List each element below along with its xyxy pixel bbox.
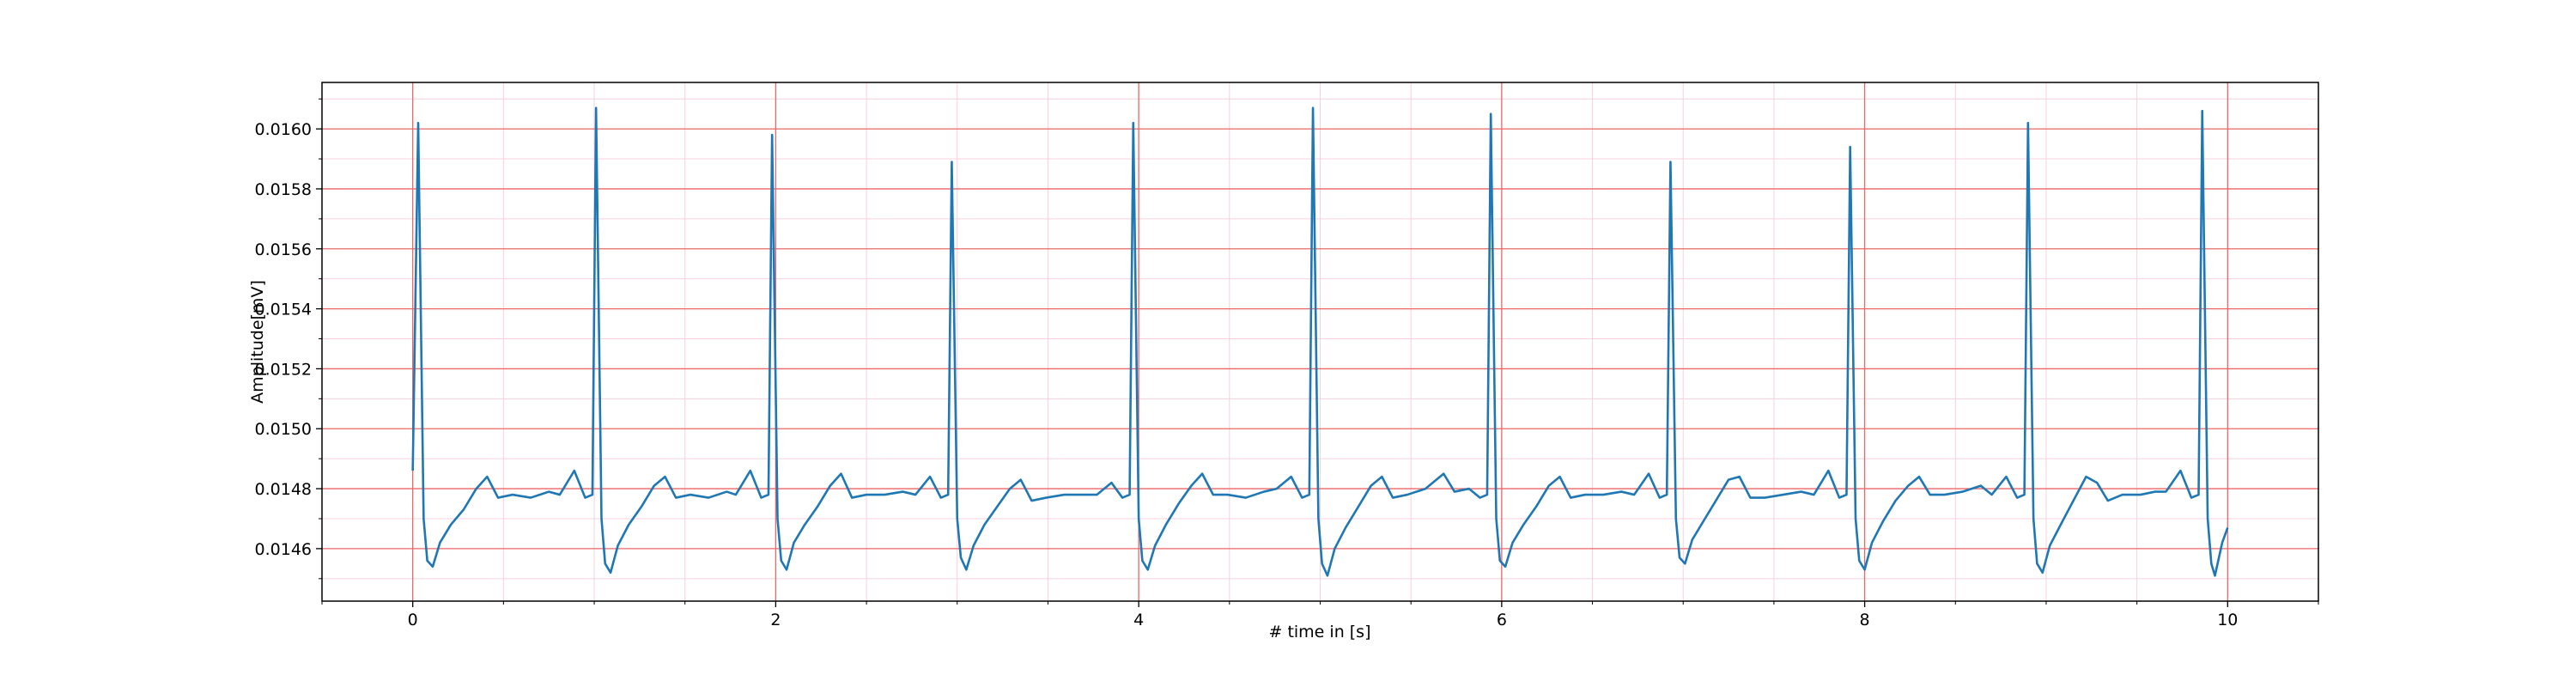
x-tick-label: 8 (1860, 611, 1870, 629)
x-tick-label: 6 (1497, 611, 1507, 629)
y-tick-label: 0.0158 (255, 180, 312, 199)
y-tick-label: 0.0160 (255, 120, 312, 139)
ecg-line (411, 106, 2229, 577)
ticks: 0 2 4 6 8 10 0.0146 0.0148 0.0150 0.0152 0.0154 0.0… (255, 98, 2319, 629)
x-tick-label: 4 (1133, 611, 1144, 629)
y-tick-label: 0.0148 (255, 480, 312, 499)
x-tick-label: 0 (408, 611, 418, 629)
y-tick-label: 0.0152 (255, 360, 312, 379)
y-tick-label: 0.0156 (255, 240, 312, 259)
y-tick-label: 0.0150 (255, 420, 312, 439)
x-axis-label: # time in [s] (1268, 623, 1370, 641)
plot-area (411, 106, 2229, 577)
y-axis-label: Amplitude[mV] (248, 280, 267, 404)
y-tick-label: 0.0154 (255, 301, 312, 319)
x-tick-label: 10 (2217, 611, 2238, 629)
y-tick-label: 0.0146 (255, 540, 312, 559)
x-tick-label: 2 (770, 611, 781, 629)
grid (321, 82, 2319, 601)
